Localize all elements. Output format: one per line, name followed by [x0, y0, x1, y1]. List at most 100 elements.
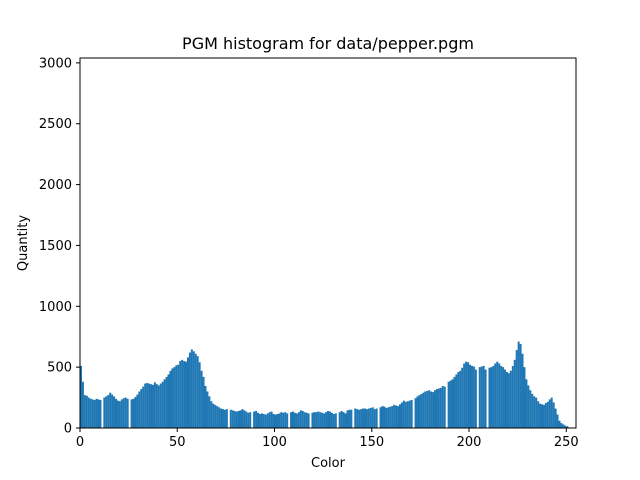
histogram-bar: [521, 353, 524, 428]
histogram-bar: [340, 410, 343, 428]
histogram-bar: [387, 407, 390, 428]
histogram-bar: [260, 413, 263, 428]
histogram-bar: [138, 391, 141, 428]
histogram-bar: [235, 411, 238, 428]
histogram-bar: [284, 412, 287, 428]
histogram-bar: [416, 396, 419, 428]
histogram-bar: [97, 399, 100, 428]
histogram-bar: [548, 399, 551, 428]
histogram-bar: [307, 413, 310, 428]
histogram-bar: [504, 369, 507, 428]
x-tick-label: 0: [76, 435, 84, 450]
histogram-bar: [356, 409, 359, 428]
histogram-bar: [334, 413, 337, 428]
x-tick-label: 50: [169, 435, 186, 450]
x-tick-label: 150: [359, 435, 384, 450]
histogram-bar: [472, 366, 475, 428]
y-tick-label: 3000: [39, 56, 72, 71]
histogram-bar: [330, 412, 333, 428]
histogram-bar: [360, 409, 363, 428]
histogram-bar: [437, 388, 440, 428]
histogram-bar: [214, 404, 217, 428]
histogram-bar: [218, 407, 221, 428]
histogram-bar: [527, 385, 530, 428]
histogram-bar: [118, 401, 121, 428]
histogram-bar: [496, 361, 499, 428]
histogram-bar: [282, 412, 285, 428]
histogram-bar: [346, 410, 349, 428]
histogram-bar: [393, 404, 396, 428]
histogram-bar: [99, 400, 102, 428]
histogram-bar: [171, 368, 174, 428]
histogram-bar: [525, 379, 528, 428]
histogram-bar: [367, 408, 370, 428]
histogram-bar: [482, 365, 485, 428]
histogram-bar: [155, 384, 158, 428]
histogram-bar: [301, 410, 304, 428]
histogram-bar: [509, 370, 512, 428]
histogram-bar: [539, 403, 542, 428]
histogram-bar: [202, 376, 205, 428]
y-axis-label: Quantity: [16, 215, 31, 271]
histogram-bar: [344, 413, 347, 428]
histogram-bar: [295, 413, 298, 428]
histogram-bar: [398, 404, 401, 428]
histogram-bar: [200, 370, 203, 428]
histogram-bar: [186, 357, 189, 428]
y-tick-label: 2500: [39, 117, 72, 132]
histogram-bar: [157, 385, 160, 428]
histogram-bar: [535, 397, 538, 428]
histogram-bar: [550, 397, 553, 428]
histogram-bar: [249, 412, 252, 428]
histogram-bar: [237, 410, 240, 428]
histogram-bar: [276, 414, 279, 428]
histogram-bar: [492, 365, 495, 428]
histogram-bar: [498, 363, 501, 428]
histogram-bar: [134, 396, 137, 428]
histogram-bar: [420, 393, 423, 428]
histogram-bar: [150, 384, 153, 428]
histogram-bar: [410, 400, 413, 428]
x-tick-label: 100: [262, 435, 287, 450]
histogram-bar: [321, 412, 324, 428]
histogram-bar: [167, 374, 170, 428]
histogram-bar: [272, 414, 275, 428]
histogram-bar: [474, 369, 477, 428]
histogram-bar: [480, 366, 483, 428]
histogram-bar: [303, 412, 306, 428]
histogram-bar: [365, 409, 368, 428]
histogram-bar: [103, 397, 106, 428]
histogram-bar: [91, 399, 94, 428]
histogram-bar: [161, 381, 164, 428]
histogram-bar: [323, 413, 326, 428]
histogram-bar: [169, 370, 172, 428]
histogram-bar: [488, 367, 491, 428]
histogram-bar: [286, 413, 289, 428]
histogram-bar: [243, 410, 246, 428]
histogram-bar: [210, 401, 213, 428]
histogram-bar: [338, 412, 341, 428]
histogram-bar: [533, 396, 536, 428]
histogram-bar: [185, 361, 188, 428]
histogram-bar: [430, 391, 433, 428]
histogram-bar: [95, 398, 98, 428]
histogram-bar: [428, 390, 431, 428]
histogram-bar: [515, 350, 518, 428]
y-tick-label: 1000: [39, 300, 72, 315]
histogram-bar: [447, 381, 450, 428]
histogram-bar: [208, 396, 211, 428]
histogram-bar: [181, 359, 184, 428]
histogram-bar: [270, 411, 273, 428]
histogram-bar: [511, 365, 514, 428]
histogram-bar: [435, 389, 438, 428]
histogram-bar: [443, 386, 446, 428]
histogram-bar: [264, 414, 267, 428]
histogram-bar: [85, 395, 88, 428]
histogram-bar: [183, 361, 186, 428]
histogram-bar: [500, 365, 503, 428]
histogram-bar: [216, 406, 219, 428]
histogram-bar: [173, 367, 176, 428]
histogram-bar: [278, 413, 281, 428]
histogram-bar: [389, 406, 392, 428]
